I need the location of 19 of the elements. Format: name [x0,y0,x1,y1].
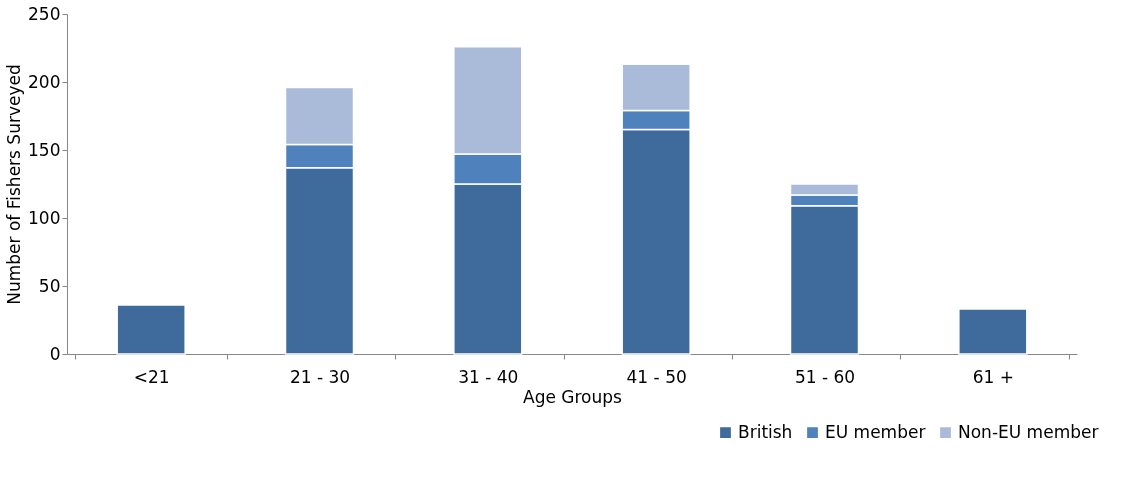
legend-label: EU member [825,421,926,442]
x-tick-label: 51 - 60 [794,366,856,387]
y-tick-label: 200 [28,71,61,92]
y-tick-label: 100 [28,207,61,228]
legend-label: Non-EU member [958,421,1099,442]
x-tick-label: 41 - 50 [626,366,687,387]
x-tick-label: <21 [133,366,170,387]
y-axis-title: Number of Fishers Surveyed [4,64,25,305]
x-tick-label: 31 - 40 [458,366,519,387]
x-axis-title: Age Groups [523,386,623,407]
x-tick-label: 21 - 30 [289,366,351,387]
y-tick-label: 250 [28,3,61,24]
legend-label: British [738,421,793,442]
y-tick-label: 50 [38,275,61,296]
y-tick-label: 150 [28,139,61,160]
bar [116,304,186,355]
y-tick-label: 0 [49,343,61,364]
x-tick-label: 61 + [972,366,1014,387]
bar [958,308,1028,355]
